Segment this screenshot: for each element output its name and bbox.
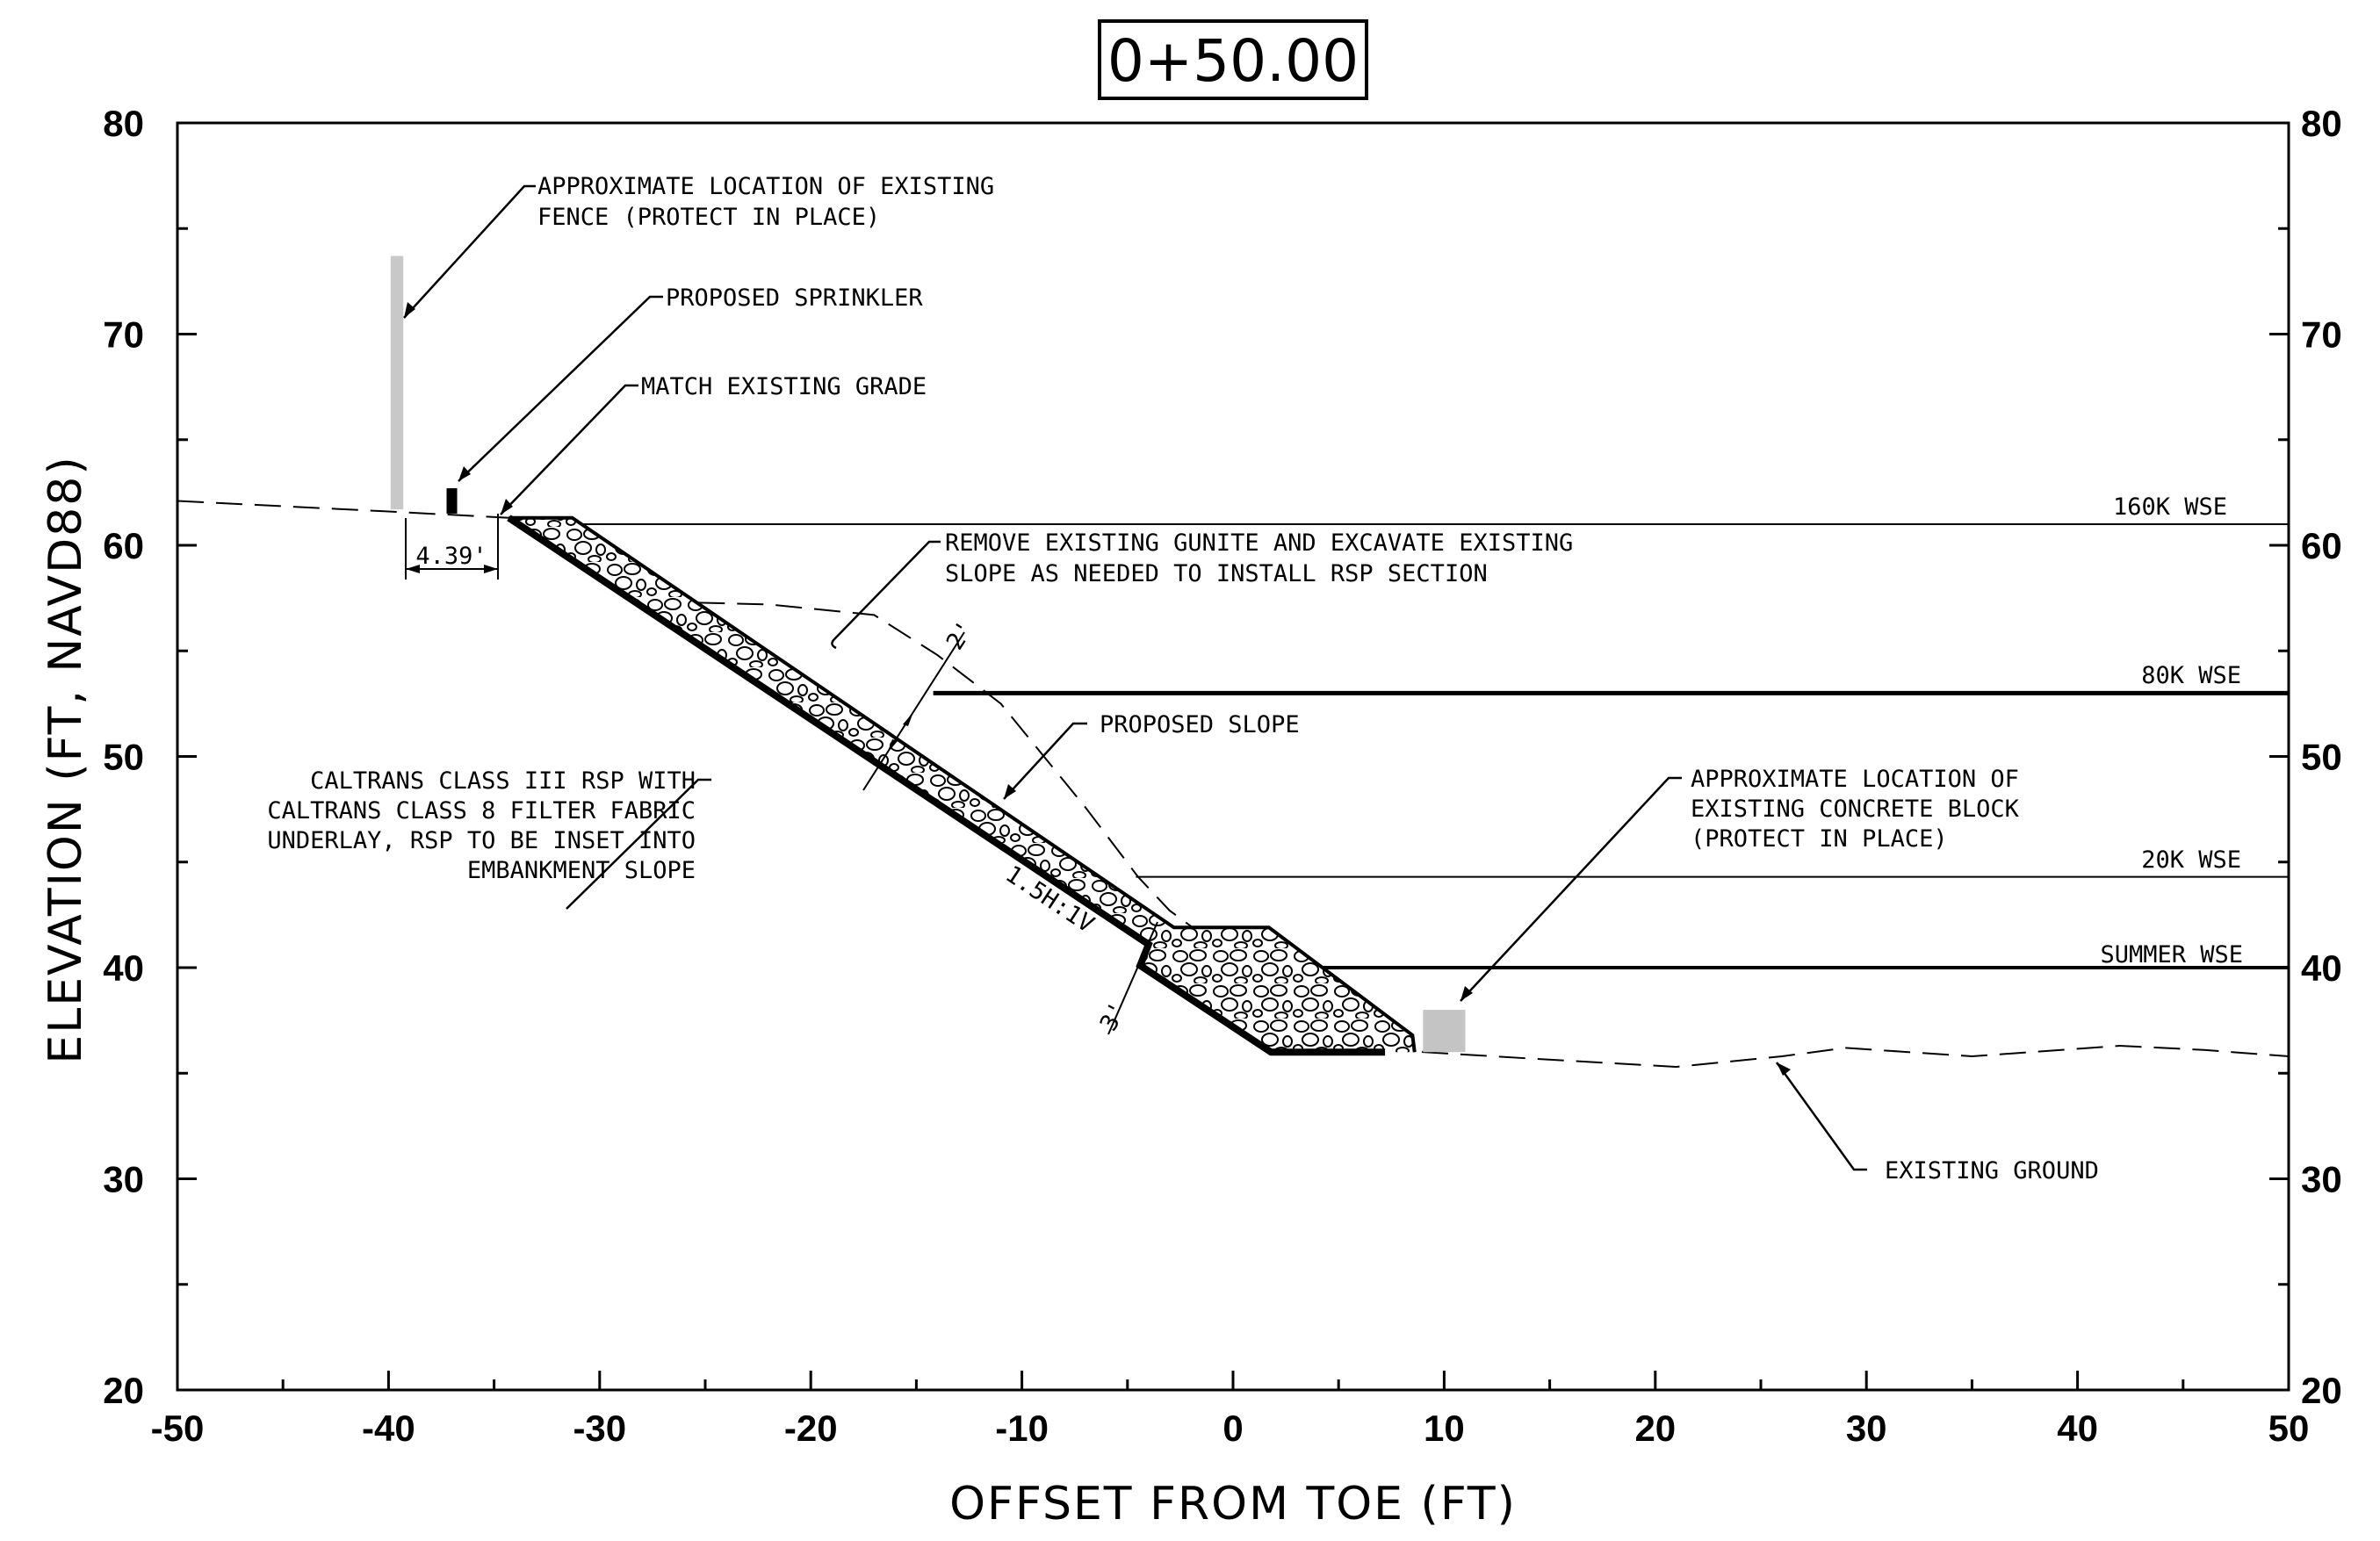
thickness-dimension-toe-label: 3' <box>1095 997 1133 1035</box>
x-tick-label: -30 <box>573 1408 626 1449</box>
x-axis-title: OFFSET FROM TOE (FT) <box>949 1478 1517 1530</box>
wse-20k-label: 20K WSE <box>2141 846 2241 874</box>
filter-fabric-underlay <box>507 515 1386 1056</box>
y-tick-label-left: 60 <box>103 525 144 566</box>
y-tick-label-left: 50 <box>103 737 144 778</box>
y-tick-label-left: 80 <box>103 103 144 144</box>
existing-ground-note: EXISTING GROUND <box>1885 1157 2099 1185</box>
x-tick-label: -40 <box>362 1408 415 1449</box>
y-axis-title: ELEVATION (FT, NAVD88) <box>40 455 92 1063</box>
wse-summer-label: SUMMER WSE <box>2100 941 2243 969</box>
offset-dimension <box>405 514 499 580</box>
match-grade-note: MATCH EXISTING GRADE <box>641 373 927 400</box>
y-tick-label-left: 40 <box>103 947 144 989</box>
remove-gunite-note-line-1: REMOVE EXISTING GUNITE AND EXCAVATE EXIS… <box>945 529 1573 557</box>
thickness-dimension-top-label: 2' <box>941 616 980 655</box>
x-tick-label: 30 <box>1846 1408 1887 1449</box>
rsp-note-line-3: UNDERLAY, RSP TO BE INSET INTO <box>267 827 696 854</box>
existing-fence <box>390 256 404 510</box>
y-tick-label-right: 40 <box>2301 947 2342 989</box>
axis-ticks <box>176 121 2290 1392</box>
y-tick-label-left: 30 <box>103 1159 144 1200</box>
station-label-box <box>1098 19 1368 100</box>
x-axis-tick-labels: -50 -40 -30 -20 -10 0 10 20 30 40 50 <box>151 1408 2310 1449</box>
fence-note-line-2: FENCE (PROTECT IN PLACE) <box>537 204 880 231</box>
sprinkler-note: PROPOSED SPRINKLER <box>666 284 923 312</box>
concrete-block-note-line-3: (PROTECT IN PLACE) <box>1691 825 1948 853</box>
station-label: 0+50.00 <box>1107 27 1359 95</box>
y-tick-label-left: 70 <box>103 314 144 356</box>
x-tick-label: -20 <box>784 1408 838 1449</box>
wse-80k-label: 80K WSE <box>2141 662 2241 689</box>
proposed-slope-surface <box>508 515 1417 1053</box>
concrete-block-note-line-1: APPROXIMATE LOCATION OF <box>1691 766 2019 793</box>
rsp-note-line-4: EMBANKMENT SLOPE <box>467 857 696 884</box>
thickness-dimension-top <box>862 631 965 791</box>
plot-frame <box>176 121 2290 1392</box>
x-tick-label: 10 <box>1424 1408 1465 1449</box>
y-tick-label-left: 20 <box>103 1370 144 1411</box>
x-tick-label: 0 <box>1222 1408 1243 1449</box>
y-axis-tick-labels: 20 20 30 30 40 40 50 50 60 60 70 70 80 80 <box>103 103 2341 1411</box>
rsp-note-line-2: CALTRANS CLASS 8 FILTER FABRIC <box>267 797 696 825</box>
x-tick-label: 50 <box>2268 1408 2310 1449</box>
proposed-slope-note: PROPOSED SLOPE <box>1100 711 1300 738</box>
x-tick-label: -50 <box>151 1408 205 1449</box>
y-tick-label-right: 30 <box>2301 1159 2342 1200</box>
y-tick-label-right: 20 <box>2301 1370 2342 1411</box>
remove-gunite-note-line-2: SLOPE AS NEEDED TO INSTALL RSP SECTION <box>945 560 1488 587</box>
x-tick-label: 20 <box>1634 1408 1676 1449</box>
offset-dimension-label: 4.39' <box>415 543 487 570</box>
x-tick-label: -10 <box>995 1408 1049 1449</box>
existing-concrete-block <box>1423 1010 1466 1053</box>
y-tick-label-right: 70 <box>2301 314 2342 356</box>
x-tick-label: 40 <box>2057 1408 2098 1449</box>
proposed-sprinkler <box>446 488 458 514</box>
thickness-dimension-toe <box>1107 921 1158 1035</box>
y-tick-label-right: 80 <box>2301 103 2342 144</box>
y-tick-label-right: 60 <box>2301 525 2342 566</box>
concrete-block-note-line-2: EXISTING CONCRETE BLOCK <box>1691 796 2020 823</box>
wse-160k-label: 160K WSE <box>2113 493 2227 521</box>
rsp-note-line-1: CALTRANS CLASS III RSP WITH <box>310 767 696 795</box>
annotation-leaders <box>403 184 1867 1171</box>
fence-note-line-1: APPROXIMATE LOCATION OF EXISTING <box>537 173 994 200</box>
y-tick-label-right: 50 <box>2301 737 2342 778</box>
